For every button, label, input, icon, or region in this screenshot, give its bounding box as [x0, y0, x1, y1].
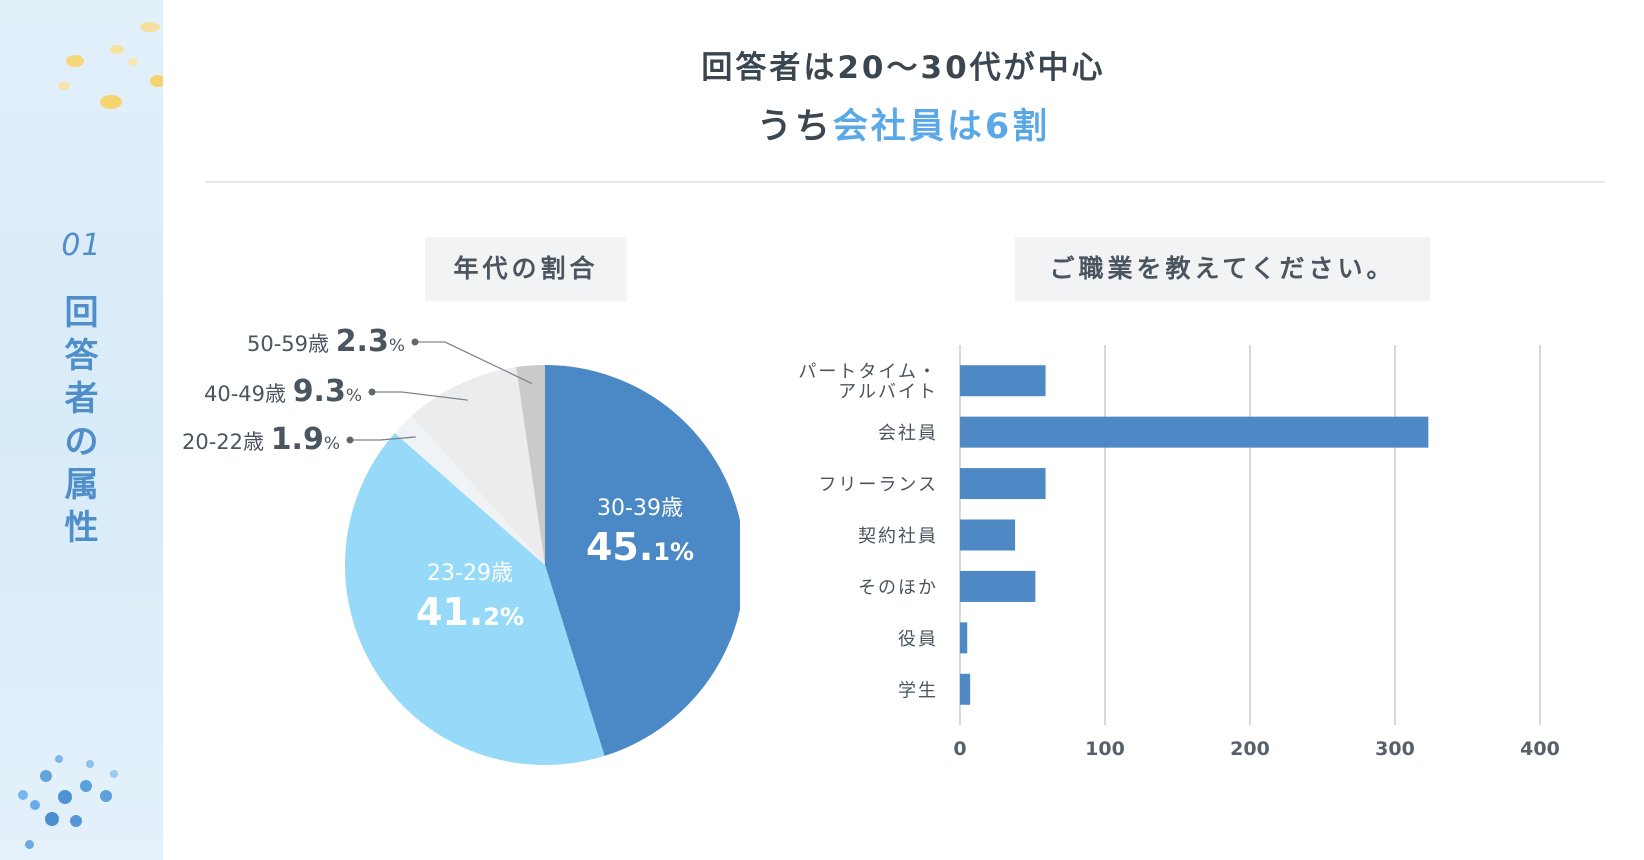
decorative-dot [140, 22, 160, 32]
bar-chart-title: ご職業を教えてください。 [1015, 237, 1430, 301]
pie-slice-value: 45.1% [586, 525, 694, 569]
pie-slice-label: 30-39歳 [597, 496, 683, 521]
section-title: 回答者の属性 [0, 292, 163, 550]
pie-leader-dot [346, 436, 354, 444]
decorative-dot [40, 770, 52, 782]
bar [960, 673, 971, 705]
bar [960, 519, 1016, 551]
section-title-char: 回 [64, 293, 99, 333]
category-label: 学生 [898, 680, 938, 701]
decorative-dot [45, 812, 59, 826]
decorative-dot [58, 82, 70, 90]
section-title-char: 答 [64, 336, 99, 376]
decorative-dot [128, 58, 138, 66]
category-label: 会社員 [878, 423, 938, 444]
bar [960, 416, 1429, 448]
decorative-dot [110, 770, 118, 778]
decorative-dot [110, 45, 124, 54]
bar [960, 622, 968, 654]
x-tick-label: 300 [1375, 738, 1415, 760]
section-title-char: 者 [64, 379, 99, 419]
pie-outside-label: 20-22歳 1.9% [182, 422, 340, 457]
pie-chart: 30-39歳 45.1% 23-29歳 41.2% 20-22歳 1.9% 40-49歳 … [182, 324, 740, 765]
decorative-dot [70, 815, 82, 827]
subtitle-prefix: うち [756, 107, 833, 147]
pie-leader-line [415, 341, 533, 385]
category-label: 契約社員 [858, 526, 938, 547]
x-tick-label: 100 [1085, 738, 1125, 760]
section-title-char: 性 [64, 508, 99, 548]
decorative-dot [86, 760, 94, 768]
decorative-dot [25, 840, 34, 849]
pie-outside-label: 40-49歳 9.3% [204, 374, 362, 409]
category-label: フリーランス [818, 475, 938, 496]
section-title-char: の [64, 422, 99, 462]
decorative-dot [66, 55, 84, 67]
pie-slice [545, 365, 740, 756]
bar-chart: 0 100 200 300 400 パートタイム・アルバイト会社員フリーランス契約社員その… [798, 345, 1560, 760]
bar [960, 468, 1046, 500]
decorative-dot [55, 755, 63, 763]
decorative-dot [58, 790, 72, 804]
page-title: 回答者は20～30代が中心 [701, 50, 1106, 86]
x-tick-label: 0 [953, 738, 966, 760]
decorative-dot [100, 95, 122, 109]
pie-outside-label: 50-59歳 2.3% [247, 324, 405, 359]
pie-slice [411, 367, 545, 565]
decorative-dot [100, 790, 112, 802]
pie-leader-line [372, 391, 468, 401]
x-tick-label: 400 [1520, 738, 1560, 760]
decorative-dot [150, 75, 163, 87]
category-label: そのほか [858, 577, 938, 598]
decorative-dot [80, 780, 92, 792]
sidebar: 01 回答者の属性 [0, 0, 163, 860]
pie-slice [394, 416, 545, 565]
pie-leader-line [350, 436, 416, 441]
divider [205, 181, 1605, 183]
category-label: パートタイム・ [798, 362, 938, 383]
pie-slice [516, 365, 545, 565]
x-tick-label: 200 [1230, 738, 1270, 760]
section-number: 01 [61, 228, 102, 263]
decorative-dot [18, 790, 28, 800]
page-subtitle: うち会社員は6割 [163, 98, 1644, 149]
subtitle-accent: 会社員は6割 [832, 107, 1051, 147]
category-label: 役員 [898, 629, 938, 650]
pie-leader-dot [368, 388, 376, 396]
pie-slice-value: 41.2% [416, 590, 524, 634]
decorative-dot [30, 800, 40, 810]
pie-slice [344, 432, 605, 765]
bar [960, 365, 1046, 397]
pie-slice-label: 23-29歳 [427, 561, 513, 586]
pie-chart-title: 年代の割合 [425, 237, 627, 301]
section-title-char: 属 [64, 465, 99, 505]
bar [960, 570, 1036, 602]
pie-leader-dot [411, 338, 419, 346]
category-label: アルバイト [838, 382, 938, 403]
